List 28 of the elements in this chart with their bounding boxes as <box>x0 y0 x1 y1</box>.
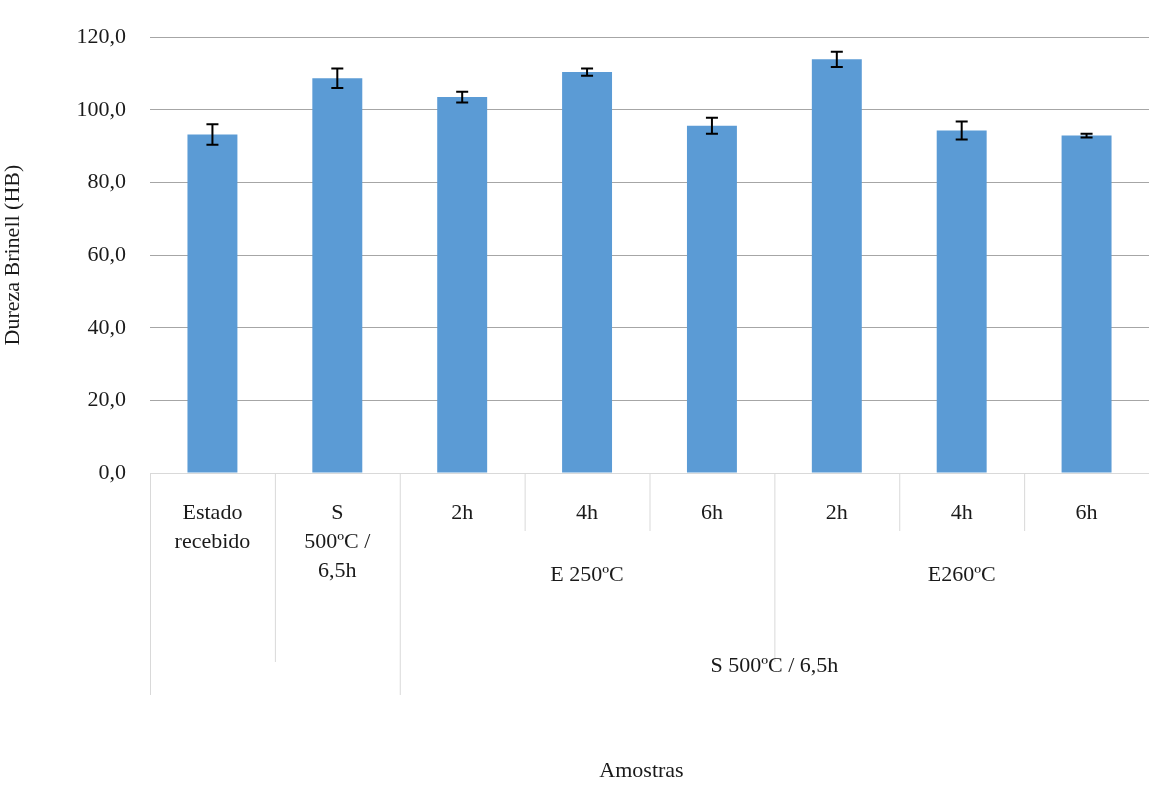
bar <box>187 134 238 473</box>
text: E260ºC <box>927 560 996 586</box>
x-tick-label: 4h <box>576 498 599 524</box>
y-tick-label: 40,0 <box>87 313 126 339</box>
text: S 500ºC / 6,5h <box>710 651 839 677</box>
y-tick-label: 0,0 <box>98 458 126 484</box>
y-tick-label: 120,0 <box>76 22 126 48</box>
text: E 250ºC <box>550 560 624 586</box>
x-tick-label: 6h <box>700 498 723 524</box>
x-tick-label: 2h <box>825 498 848 524</box>
x-tick-label: 2h <box>451 498 474 524</box>
bar <box>686 125 737 473</box>
y-tick-label: 20,0 <box>87 386 126 412</box>
bar <box>811 59 862 473</box>
y-tick-label: 60,0 <box>87 240 126 266</box>
bar <box>1061 135 1112 473</box>
x-tick-label: S 500ºC / 6,5h <box>304 498 372 582</box>
bar <box>437 97 488 473</box>
bar <box>562 72 613 473</box>
x-tick-label: 6h <box>1075 498 1098 524</box>
y-tick-label: 100,0 <box>76 95 126 121</box>
text: Amostras <box>599 756 684 782</box>
y-tick-label: 80,0 <box>87 168 126 194</box>
bar <box>936 130 987 473</box>
bar <box>312 78 363 473</box>
x-tick-label: 4h <box>950 498 973 524</box>
y-axis-title: Dureza Brinell (HB) <box>0 164 24 346</box>
x-tick-label: Estado recebido <box>174 498 251 553</box>
